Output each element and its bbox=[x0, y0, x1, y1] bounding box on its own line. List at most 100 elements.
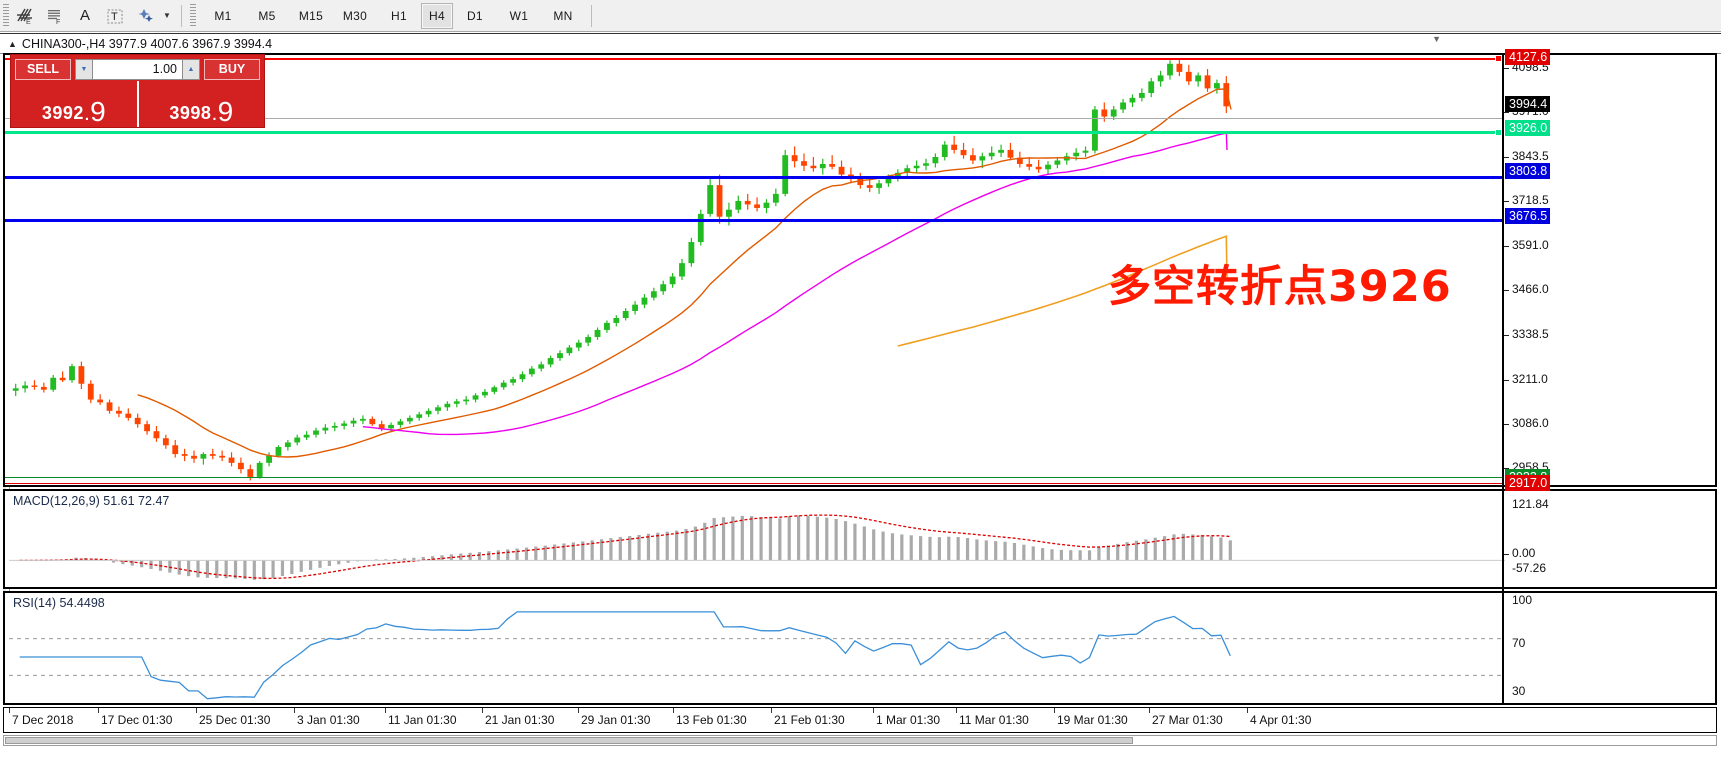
price-axis-label: 3086.0 bbox=[1512, 415, 1549, 430]
sell-price-decimal: 9 bbox=[90, 95, 106, 127]
timeframe-mn[interactable]: MN bbox=[553, 8, 573, 23]
trade-controls-row: SELL ▼ 1.00 ▲ BUY bbox=[11, 55, 264, 81]
time-axis-label: 1 Mar 01:30 bbox=[876, 713, 941, 727]
timeframe-h1[interactable]: H1 bbox=[391, 8, 407, 23]
price-axis-label: 3466.0 bbox=[1512, 281, 1549, 296]
time-axis-label: 19 Mar 01:30 bbox=[1057, 713, 1128, 727]
horizontal-scrollbar[interactable] bbox=[3, 735, 1717, 746]
support-line-3926[interactable] bbox=[5, 131, 1502, 134]
macd-pane[interactable]: MACD(12,26,9) 51.61 72.47 bbox=[3, 489, 1717, 589]
time-axis-tick bbox=[385, 708, 386, 713]
time-axis-tick bbox=[9, 708, 10, 713]
price-tag-level-line[interactable]: 3676.5 bbox=[1505, 207, 1551, 224]
one-click-trading-panel[interactable]: SELL ▼ 1.00 ▲ BUY 3992 . 9 3998 . 9 bbox=[10, 54, 265, 128]
macd-label: MACD(12,26,9) 51.61 72.47 bbox=[13, 494, 170, 508]
objects-icon[interactable] bbox=[130, 3, 160, 29]
buy-button[interactable]: BUY bbox=[204, 59, 260, 80]
price-tag-resistance-line[interactable]: 4127.6 bbox=[1505, 49, 1551, 66]
time-axis-tick bbox=[1247, 708, 1248, 713]
price-axis-tick bbox=[1504, 334, 1509, 336]
rsi-canvas bbox=[9, 611, 1505, 700]
price-tag-last-price[interactable]: 3994.4 bbox=[1505, 96, 1551, 113]
pane-collapse-icon[interactable]: ▼ bbox=[1432, 34, 1441, 44]
macd-axis-tick bbox=[1504, 554, 1509, 555]
macd-canvas bbox=[9, 514, 1505, 580]
time-axis-label: 3 Jan 01:30 bbox=[297, 713, 360, 727]
volume-increase-icon[interactable]: ▲ bbox=[182, 59, 200, 80]
templates-icon[interactable]: F bbox=[40, 3, 70, 29]
timeframe-group: M1 M5 M15 M30 H1 H4 D1 W1 MN bbox=[201, 2, 585, 29]
timeframe-m5[interactable]: M5 bbox=[258, 8, 276, 23]
rsi-axis-label: 30 bbox=[1512, 684, 1526, 698]
buy-price-cell[interactable]: 3998 . 9 bbox=[139, 81, 265, 127]
indicators-icon[interactable]: E bbox=[10, 3, 40, 29]
price-axis-tick bbox=[1504, 379, 1509, 381]
price-tag-level-line[interactable]: 3803.8 bbox=[1505, 163, 1551, 180]
objects-glyph bbox=[138, 8, 153, 22]
volume-input[interactable]: 1.00 bbox=[93, 59, 182, 80]
scrollbar-thumb[interactable] bbox=[5, 737, 1133, 744]
chart-annotation-text[interactable]: 多空转折点3926 bbox=[1108, 262, 1452, 312]
price-chart-pane[interactable] bbox=[3, 53, 1717, 487]
text-label-icon[interactable]: T bbox=[100, 3, 130, 29]
collapse-triangle-icon[interactable]: ▲ bbox=[8, 38, 17, 49]
time-axis-tick bbox=[482, 708, 483, 713]
timeframe-d1[interactable]: D1 bbox=[466, 8, 483, 23]
time-axis-label: 11 Jan 01:30 bbox=[388, 713, 457, 727]
buy-price-decimal: 9 bbox=[217, 95, 234, 127]
buy-price-integer: 3998 bbox=[169, 103, 212, 123]
templates-glyph: F bbox=[48, 9, 60, 26]
timeframe-m1[interactable]: M1 bbox=[214, 8, 232, 23]
volume-stepper[interactable]: ▼ 1.00 ▲ bbox=[75, 59, 200, 80]
price-axis-tick bbox=[1504, 289, 1509, 291]
time-axis-label: 4 Apr 01:30 bbox=[1250, 713, 1312, 727]
sell-button[interactable]: SELL bbox=[15, 59, 71, 80]
price-axis-divider bbox=[1502, 53, 1504, 705]
macd-axis-label: 121.84 bbox=[1512, 497, 1549, 511]
price-axis-tick bbox=[1504, 468, 1509, 470]
last-price-line bbox=[5, 118, 1502, 119]
time-axis-pane[interactable]: 7 Dec 2018 17 Dec 01:30 25 Dec 01:30 3 Jan … bbox=[3, 707, 1717, 733]
price-chart-canvas[interactable] bbox=[5, 55, 1715, 485]
price-axis-tick bbox=[1504, 423, 1509, 425]
ask-line bbox=[5, 483, 1502, 484]
timeframe-m30[interactable]: M30 bbox=[342, 8, 368, 23]
time-axis-tick bbox=[771, 708, 772, 713]
price-tag-support-line[interactable]: 3926.0 bbox=[1505, 120, 1551, 137]
price-axis-label: 3211.0 bbox=[1512, 371, 1548, 386]
time-axis-tick bbox=[873, 708, 874, 713]
toolbar-grip-2[interactable] bbox=[190, 3, 196, 28]
volume-decrease-icon[interactable]: ▼ bbox=[75, 59, 93, 80]
time-axis-label: 27 Mar 01:30 bbox=[1152, 713, 1223, 727]
time-axis-tick bbox=[196, 708, 197, 713]
rsi-pane[interactable]: RSI(14) 54.4498 bbox=[3, 591, 1717, 705]
svg-text:F: F bbox=[56, 19, 60, 26]
time-axis-tick bbox=[1054, 708, 1055, 713]
time-axis-tick bbox=[673, 708, 674, 713]
rsi-axis-label: 100 bbox=[1512, 593, 1533, 607]
time-axis-label: 13 Feb 01:30 bbox=[676, 713, 747, 727]
objects-dropdown-caret-icon[interactable]: ▼ bbox=[160, 3, 176, 29]
time-axis-tick bbox=[1149, 708, 1150, 713]
support-line-handle[interactable] bbox=[1495, 129, 1502, 136]
macd-axis-label: -57.26 bbox=[1512, 561, 1547, 575]
level-line-3676[interactable] bbox=[5, 219, 1502, 222]
time-axis-label: 21 Feb 01:30 bbox=[774, 713, 845, 727]
main-toolbar: E F A T bbox=[0, 0, 1721, 32]
price-tag-ask-line[interactable]: 2917.0 bbox=[1505, 475, 1551, 491]
price-axis-tick bbox=[1504, 246, 1509, 248]
sell-price-separator: . bbox=[84, 107, 90, 124]
time-axis-label: 25 Dec 01:30 bbox=[199, 713, 271, 727]
sell-price-cell[interactable]: 3992 . 9 bbox=[11, 81, 139, 127]
bid-line bbox=[5, 477, 1502, 478]
level-line-3803[interactable] bbox=[5, 176, 1502, 179]
resistance-line-handle[interactable] bbox=[1495, 55, 1502, 62]
resistance-line-4127[interactable] bbox=[5, 58, 1502, 60]
timeframe-m15[interactable]: M15 bbox=[298, 8, 324, 23]
text-tool-icon[interactable]: A bbox=[70, 3, 100, 29]
time-axis-tick bbox=[956, 708, 957, 713]
indicators-glyph: E bbox=[17, 8, 32, 26]
timeframe-w1[interactable]: W1 bbox=[509, 8, 529, 23]
timeframe-h4[interactable]: H4 bbox=[421, 2, 453, 29]
toolbar-grip-1[interactable] bbox=[3, 3, 9, 28]
